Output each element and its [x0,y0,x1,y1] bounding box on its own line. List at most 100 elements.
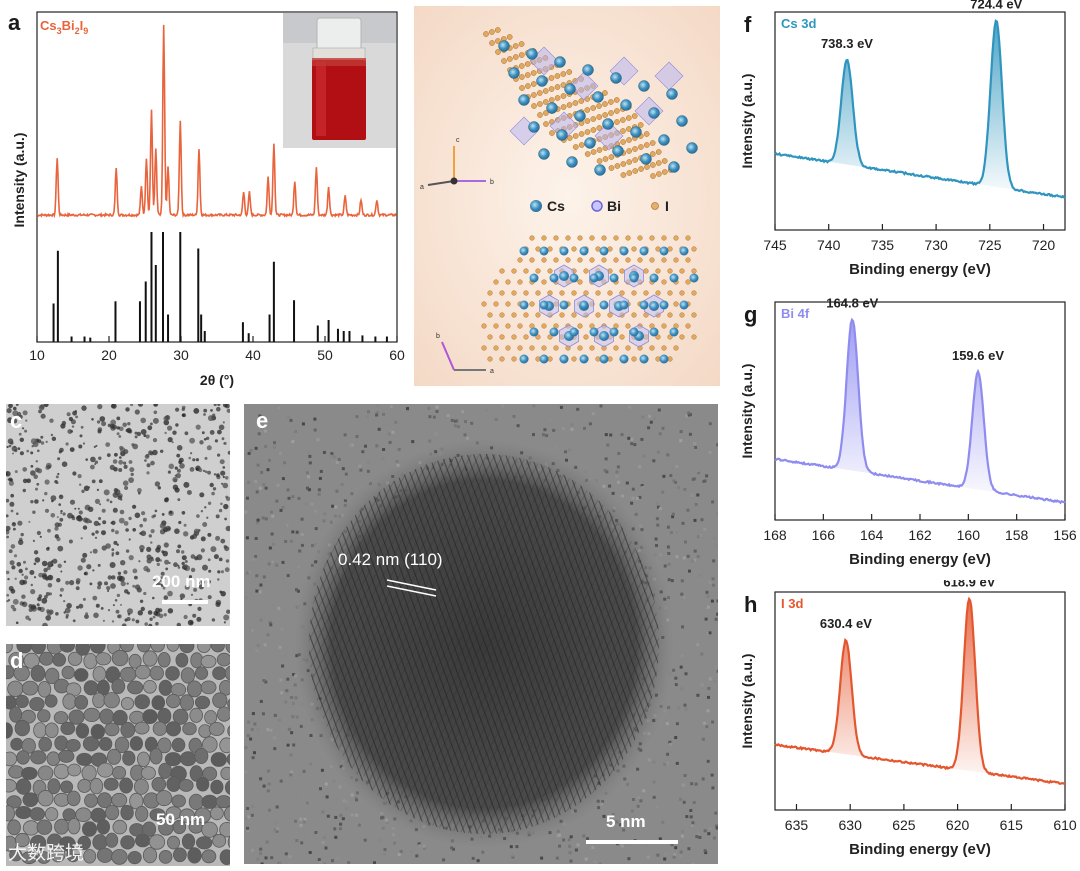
nanoparticle [66,602,72,609]
tem-noise-grain [465,436,469,440]
tem-noise-grain [391,430,395,434]
axes-indicator-top: c b a [420,137,494,191]
cs-atom [566,156,578,168]
tem-noise-grain [309,762,313,766]
tem-noise-grain [244,770,248,774]
tem-noise-grain [670,843,674,847]
iodine-atom [495,38,501,44]
nanoparticle [165,415,171,421]
iodine-atom [512,54,519,60]
nanoparticle [167,425,173,431]
iodine-atom [643,290,649,296]
tem-noise-grain [562,838,566,842]
tem-noise-grain [615,470,619,474]
nanoparticle [103,777,119,791]
hrtem-image: e 0.42 nm (110) 5 nm [244,404,718,864]
tem-noise-grain [289,773,293,777]
tem-noise-grain [335,461,339,464]
tem-noise-grain [331,504,335,508]
nanoparticle [114,736,130,754]
iodine-atom [553,257,559,263]
structure-top-view [483,27,698,179]
nanoparticle [142,847,158,864]
nanoparticle [140,606,145,612]
nanoparticle [111,528,115,533]
nanoparticle [125,528,129,532]
tem-noise-grain [382,412,385,416]
nanoparticle [106,586,111,591]
tem-noise-grain [684,672,688,676]
tem-noise-grain [609,433,613,437]
nanoparticle [132,568,138,574]
legend-cs-marker [530,200,542,212]
iodine-atom [494,27,501,33]
tem-noise-grain [334,835,338,839]
nanoparticle [76,605,80,609]
nanoparticle [60,570,63,573]
tem-noise-grain [617,452,621,455]
nanoparticle [189,707,204,723]
tem-noise-grain [673,853,677,857]
tem-noise-grain [552,428,556,432]
nanoparticle [166,693,181,709]
nanoparticle [29,834,47,852]
tem-noise-grain [389,405,393,409]
nanoparticle [32,510,36,514]
iodine-atom [559,312,565,318]
tem-noise-grain [591,412,595,416]
tem-noise-grain [708,827,712,831]
iodine-atom [511,356,517,362]
iodine-atom [487,312,493,318]
tem-noise-grain [682,556,686,560]
nanoparticle [30,583,33,587]
tem-noise-grain [333,827,337,831]
iodine-atom [566,102,573,108]
tem-noise-grain [375,411,379,414]
nanoparticle [93,520,100,527]
tem-noise-grain [244,596,248,600]
nanoparticle [20,532,24,537]
xrd-x-tick-label: 60 [389,347,405,363]
tem-e-image [244,404,718,864]
tem-noise-grain [395,460,399,463]
tem-noise-grain [675,465,679,468]
nanoparticle [145,434,150,439]
nanoparticle [140,530,147,537]
nanoparticle [77,474,82,479]
iodine-atom [559,290,565,296]
tem-noise-grain [261,712,265,716]
nanoparticle [12,598,19,605]
nanoparticle [112,709,128,726]
tem-noise-grain [684,707,688,711]
tem-noise-grain [285,689,289,693]
xps-xlabel: Binding energy (eV) [849,261,991,278]
tem-noise-grain [677,486,681,490]
iodine-atom [607,312,613,318]
nanoparticle [114,489,121,496]
tem-noise-grain [708,422,712,426]
cs-atom [648,107,660,119]
iodine-atom [626,137,632,143]
iodine-atom [560,71,567,77]
tem-noise-grain [259,852,262,856]
tem-noise-grain [313,428,317,432]
nanoparticle [220,502,223,506]
tem-noise-grain [713,537,716,541]
xps-xlabel: Binding energy (eV) [849,841,991,858]
nanoparticle [159,522,166,529]
cs-atom [620,99,632,111]
cs-atom [666,88,678,100]
nanoparticle [52,558,58,564]
tem-noise-grain [652,760,656,764]
nanoparticle [25,615,30,620]
tem-noise-grain [317,488,321,492]
nanoparticle [54,526,59,531]
nanoparticle [153,578,156,582]
tem-noise-grain [283,461,286,465]
tem-noise-grain [694,446,698,449]
nanoparticle [126,427,132,433]
tem-noise-grain [245,505,249,509]
tem-noise-grain [450,418,454,422]
